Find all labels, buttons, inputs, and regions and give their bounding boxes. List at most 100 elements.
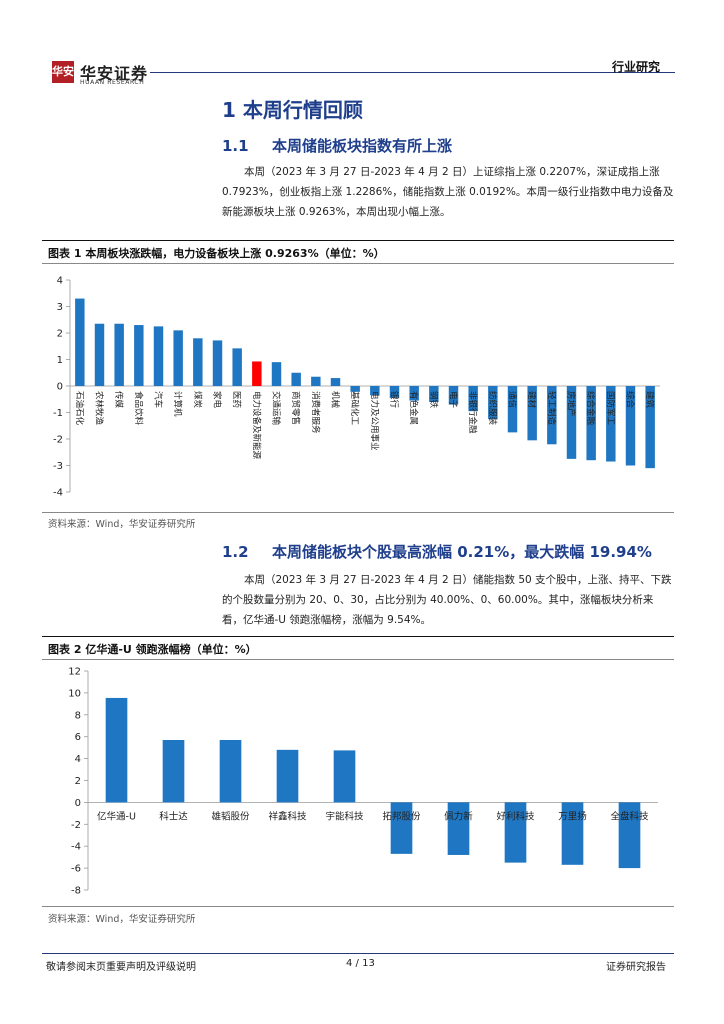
subsection-heading-1-1: 1.1 本周储能板块指数有所上涨 [222, 135, 452, 156]
bar-家电 [212, 340, 223, 386]
x-category-label: 机械 [330, 391, 341, 409]
y-tick-label: 1 [57, 355, 63, 366]
x-category-label: 消费者服务 [310, 391, 321, 434]
brand-logo-mark: 华安 [52, 61, 74, 83]
bar-房地产 [566, 386, 577, 459]
x-category-label: 拓邦股份 [382, 810, 421, 822]
bar-煤炭 [193, 338, 203, 386]
subsection-title: 本周储能板块个股最高涨幅 0.21%，最大跌幅 19.94% [272, 543, 652, 561]
section-number: 1 [222, 98, 236, 122]
x-category-label: 石油石化 [74, 391, 85, 426]
footer-doc-type: 证券研究报告 [606, 962, 666, 973]
bar-汽车 [153, 326, 164, 386]
y-tick-label: -4 [53, 488, 63, 499]
figure2-bottom-rule [42, 906, 674, 907]
bar-雄韬股份 [219, 739, 242, 803]
figure2-title: 图表 2 亿华通-U 领跑涨幅榜（单位：%） [48, 643, 257, 656]
bar-非银行金融 [468, 386, 478, 412]
y-tick-label: 0 [75, 798, 81, 809]
y-tick-label: 2 [57, 329, 63, 340]
bar-建材 [527, 386, 537, 441]
y-tick-label: -2 [53, 435, 63, 446]
bar-宇能科技 [333, 750, 356, 803]
section-title: 本周行情回顾 [242, 98, 363, 122]
x-category-label: 万里扬 [558, 810, 587, 822]
bar-机械 [330, 378, 341, 386]
x-category-label: 电力及公用事业 [369, 391, 380, 451]
footer-disclaimer: 敬请参阅末页重要声明及评级说明 [46, 962, 196, 973]
bar-商贸零售 [291, 372, 301, 386]
y-tick-label: 2 [75, 776, 81, 787]
y-tick-label: 3 [57, 302, 63, 313]
figure2-source: 资料来源：Wind，华安证券研究所 [48, 914, 196, 925]
bar-农林牧渔 [94, 323, 105, 386]
bar-科士达 [162, 739, 185, 803]
x-category-label: 好利科技 [496, 810, 535, 822]
figure1-title-rule [42, 263, 674, 264]
x-category-label: 钢铁 [428, 391, 439, 409]
x-category-label: 银行 [389, 391, 400, 409]
bar-传媒 [114, 323, 124, 386]
x-category-label: 煤炭 [192, 391, 203, 409]
bar-电力设备及新能源 [252, 361, 262, 386]
x-category-label: 家电 [212, 391, 223, 409]
x-category-label: 交通运输 [271, 391, 282, 426]
bar-好利科技 [504, 802, 527, 863]
x-category-label: 综合金融 [585, 391, 596, 426]
figure1-title: 图表 1 本周板块涨跌幅，电力设备板块上涨 0.9263%（单位：%） [48, 247, 385, 260]
subsection-number: 1.2 [222, 543, 249, 561]
bar-电子 [448, 386, 459, 405]
figure2-title-rule [42, 659, 674, 660]
paragraph-stock-review: 本周（2023 年 3 月 27 日-2023 年 4 月 2 日）储能指数 5… [222, 574, 672, 626]
x-category-label: 汽车 [153, 391, 164, 408]
bar-通信 [507, 386, 518, 433]
x-category-label: 医药 [231, 391, 242, 408]
bar-石油石化 [75, 298, 85, 386]
figure1-source: 资料来源：Wind，华安证券研究所 [48, 519, 196, 530]
bar-拓邦股份 [390, 802, 413, 854]
x-category-label: 非银行金融 [467, 391, 478, 434]
x-category-label: 亿华通-U [97, 810, 136, 822]
y-tick-label: -1 [53, 408, 63, 419]
x-category-label: 建材 [526, 391, 537, 409]
bar-基础化工 [350, 386, 360, 392]
figure1-top-rule [42, 240, 674, 241]
bar-万里扬 [561, 802, 584, 865]
bar-亿华通-U [105, 697, 128, 803]
figure2-top-rule [42, 636, 674, 637]
page-number: 4 / 13 [346, 958, 375, 969]
x-category-label: 农林牧渔 [94, 391, 105, 426]
x-category-label: 电力设备及新能源 [251, 391, 262, 460]
x-category-label: 科士达 [159, 810, 188, 822]
bar-国防军工 [606, 386, 616, 462]
bar-全盘科技 [618, 802, 641, 869]
x-category-label: 传媒 [113, 391, 124, 409]
figure1-bottom-rule [42, 512, 674, 513]
x-category-label: 有色金属 [408, 391, 419, 425]
x-category-label: 雄韬股份 [211, 810, 250, 822]
logo-mark-text: 华安 [52, 65, 74, 78]
x-category-label: 食品饮料 [133, 391, 144, 426]
x-category-label: 纺织服装 [487, 391, 498, 426]
x-category-label: 计算机 [172, 391, 183, 417]
x-category-label: 建筑 [644, 391, 655, 409]
bar-纺织服装 [488, 386, 498, 420]
bar-综合 [625, 386, 636, 466]
y-tick-label: -8 [71, 886, 81, 897]
x-category-label: 全盘科技 [610, 810, 649, 822]
bar-祥鑫科技 [276, 749, 299, 803]
report-type-label: 行业研究 [612, 60, 661, 74]
subsection-number: 1.1 [222, 137, 249, 155]
brand-logo-text: 华安证券 [80, 64, 149, 83]
stock-ranking-chart: -8 -6 -4 -2 0 2 4 6 8 10 12 亿华通-U 科士达 雄韬股份 祥鑫科技 宇能科技 拓邦股… [68, 667, 658, 897]
x-category-label: 综合 [625, 391, 636, 409]
subsection-heading-1-2: 1.2 本周储能板块个股最高涨幅 0.21%，最大跌幅 19.94% [222, 541, 652, 562]
y-tick-label: -2 [71, 820, 81, 831]
x-category-label: 国防军工 [605, 391, 616, 426]
bar-钢铁 [429, 386, 439, 402]
bar-食品饮料 [134, 325, 144, 386]
bar-综合金融 [586, 386, 596, 461]
brand-logo-subtitle: HUAAN RESEARCH [80, 79, 145, 86]
x-category-label: 电子 [448, 391, 459, 409]
